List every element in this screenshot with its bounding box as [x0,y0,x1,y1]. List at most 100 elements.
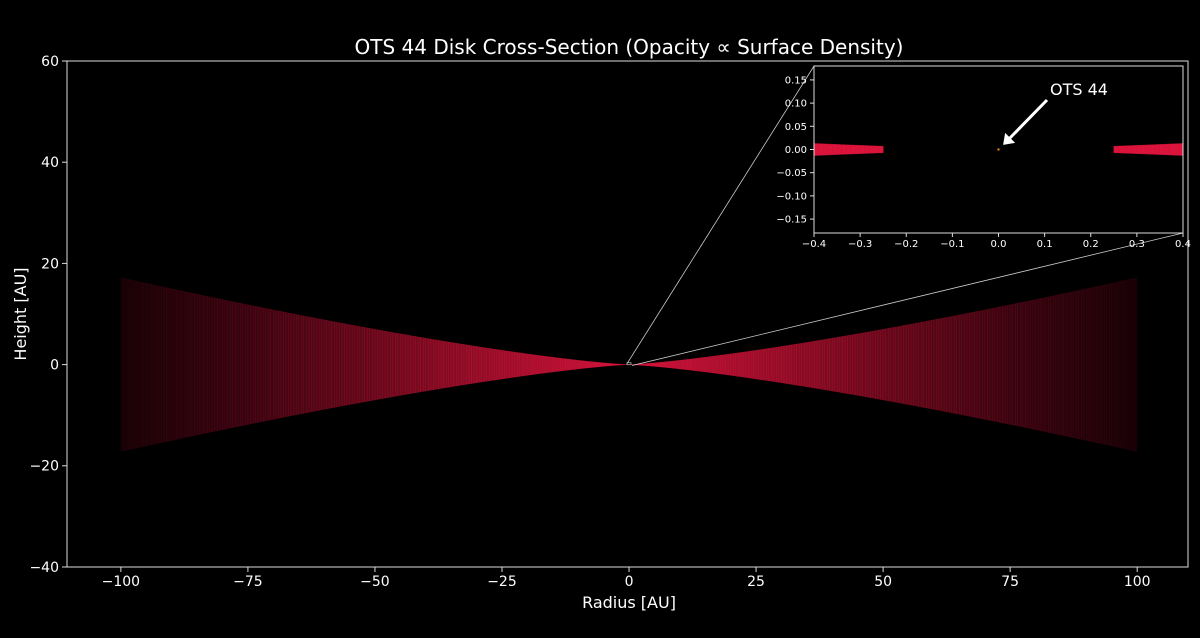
disk-annulus [298,314,302,415]
disk-annulus [1169,143,1174,156]
annotation-arrow-shaft [1008,98,1049,140]
disk-annulus [946,316,950,413]
x-tick-label: −0.3 [848,239,872,250]
disk-annulus [1118,145,1124,154]
disk-annulus [514,351,518,378]
disk-annulus [956,314,960,415]
disk-annulus [799,343,802,387]
disk-annulus [379,329,383,400]
x-tick-label: 50 [874,574,892,590]
disk-annulus [720,354,724,375]
disk-annulus [788,344,792,385]
disk-annulus [900,325,904,404]
disk-annulus [1053,295,1057,435]
disk-annulus [1159,144,1165,155]
x-tick-label: 0.1 [1037,239,1053,250]
disk-annulus [730,353,734,376]
disk-annulus [885,328,889,402]
disk-annulus [1063,292,1067,437]
disk-annulus [646,363,650,367]
disk-annulus [532,354,536,375]
star-annotation-label: OTS 44 [1050,80,1108,99]
disk-annulus [811,340,815,389]
disk-annulus [804,342,808,388]
disk-annulus [987,308,990,421]
disk-annulus [954,315,957,415]
disk-annulus [1136,144,1142,155]
x-tick-label: −100 [102,574,140,590]
disk-annulus [468,345,472,385]
disk-annulus [979,310,983,420]
disk-annulus [184,291,188,438]
disk-annulus [583,360,586,369]
x-tick-label: −0.2 [894,239,918,250]
disk-annulus [938,318,942,412]
disk-annulus [334,321,337,408]
disk-annulus [1132,145,1138,154]
disk-annulus [354,325,358,404]
disk-annulus [687,358,691,371]
disk-annulus [943,317,947,413]
annotation-arrow-head [1003,132,1016,145]
disk-annulus [590,361,594,368]
disk-annulus [179,290,182,440]
disk-annulus [1127,145,1133,154]
disk-annulus [763,348,767,381]
y-tick-label: 0.10 [785,99,807,110]
disk-annulus [280,311,284,419]
disk-annulus [773,347,777,383]
disk-annulus [882,328,886,401]
disk-annulus [847,334,851,395]
x-tick-label: 0 [625,574,634,590]
chart-title: OTS 44 Disk Cross-Section (Opacity ∝ Sur… [355,35,904,59]
disk-annulus [928,320,932,410]
disk-annulus [832,144,838,155]
y-tick-label: 20 [41,256,59,272]
disk-annulus [301,315,304,415]
disk-annulus [1145,144,1151,155]
disk-annulus [768,347,772,382]
disk-annulus [1114,281,1118,448]
disk-annulus [588,361,592,369]
disk-annulus [951,315,955,414]
disk-annulus [539,355,543,374]
disk-annulus [339,322,343,407]
disk-annulus [260,307,264,423]
disk-annulus [1004,305,1008,425]
disk-annulus [458,343,462,386]
disk-annulus [250,305,254,425]
disk-annulus [791,344,795,385]
disk-annulus [194,293,198,436]
disk-annulus [204,295,208,434]
disk-annulus [603,362,607,367]
disk-annulus [1134,277,1138,452]
x-tick-label: 0.3 [1129,239,1145,250]
disk-annulus [504,350,508,379]
disk-annulus [374,329,378,401]
disk-annulus [855,333,858,396]
disk-annulus [466,344,470,385]
disk-annulus [461,343,465,386]
disk-annulus [463,344,467,385]
disk-annulus [864,145,870,154]
disk-annulus [158,285,162,444]
disk-annulus [997,306,1001,423]
disk-annulus [189,292,193,437]
disk-annulus [735,352,739,377]
disk-annulus [738,352,741,377]
disk-annulus [372,328,376,401]
disk-annulus [308,316,312,413]
x-tick-label: −75 [233,574,263,590]
disk-annulus [522,352,525,377]
disk-annulus [593,361,597,368]
disk-annulus [613,363,617,366]
disk-annulus [677,360,680,370]
disk-annulus [1104,284,1107,446]
disk-annulus [303,315,307,414]
disk-annulus [125,278,129,451]
disk-annulus [222,299,226,430]
disk-annulus [725,354,729,376]
disk-annulus [191,292,195,437]
disk-annulus [829,337,833,392]
axes-frame [66,60,1189,568]
